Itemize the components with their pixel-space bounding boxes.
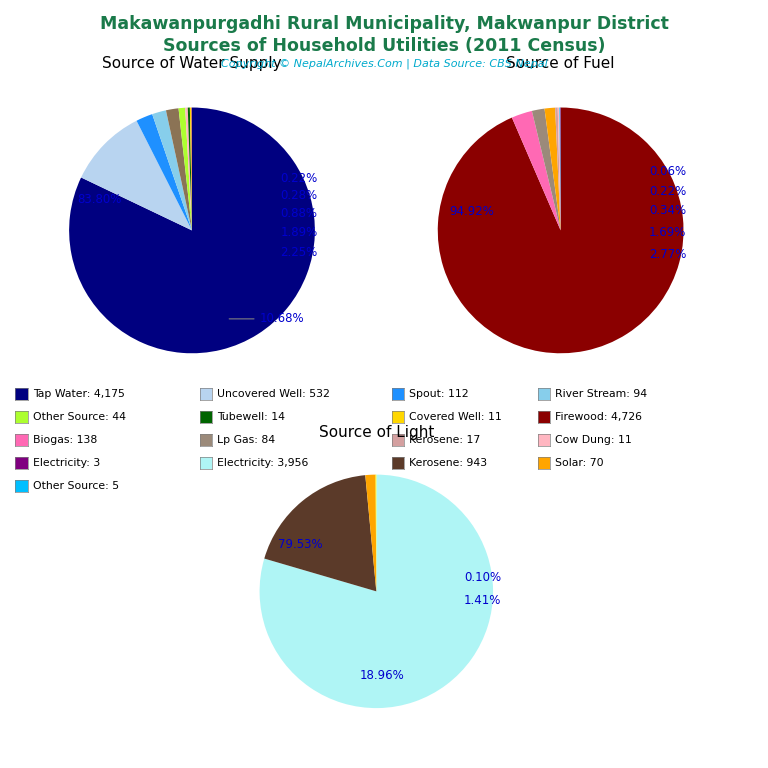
Text: Sources of Household Utilities (2011 Census): Sources of Household Utilities (2011 Cen… <box>163 37 605 55</box>
Text: Other Source: 44: Other Source: 44 <box>33 412 126 422</box>
Text: Covered Well: 11: Covered Well: 11 <box>409 412 502 422</box>
Wedge shape <box>69 108 315 353</box>
Wedge shape <box>545 108 561 230</box>
Text: Copyright © NepalArchives.Com | Data Source: CBS Nepal: Copyright © NepalArchives.Com | Data Sou… <box>220 58 548 69</box>
Text: 0.22%: 0.22% <box>280 172 318 185</box>
Text: 0.22%: 0.22% <box>649 184 687 197</box>
Text: 2.25%: 2.25% <box>280 246 318 259</box>
Text: Electricity: 3,956: Electricity: 3,956 <box>217 458 309 468</box>
Text: 0.10%: 0.10% <box>464 571 501 584</box>
Text: 79.53%: 79.53% <box>278 538 323 551</box>
Wedge shape <box>260 475 493 708</box>
Text: 10.68%: 10.68% <box>229 313 304 326</box>
Wedge shape <box>190 108 192 230</box>
Wedge shape <box>559 108 561 230</box>
Text: Solar: 70: Solar: 70 <box>555 458 604 468</box>
Text: Spout: 112: Spout: 112 <box>409 389 469 399</box>
Text: River Stream: 94: River Stream: 94 <box>555 389 647 399</box>
Title: Source of Light: Source of Light <box>319 425 434 440</box>
Text: 1.69%: 1.69% <box>649 227 687 240</box>
Wedge shape <box>185 108 192 230</box>
Text: 83.80%: 83.80% <box>78 194 122 206</box>
Wedge shape <box>512 111 561 230</box>
Text: Electricity: 3: Electricity: 3 <box>33 458 101 468</box>
Wedge shape <box>438 108 684 353</box>
Wedge shape <box>264 475 376 591</box>
Text: Biogas: 138: Biogas: 138 <box>33 435 98 445</box>
Wedge shape <box>558 108 561 230</box>
Text: Cow Dung: 11: Cow Dung: 11 <box>555 435 632 445</box>
Text: 1.89%: 1.89% <box>280 227 318 240</box>
Text: Tubewell: 14: Tubewell: 14 <box>217 412 286 422</box>
Text: Firewood: 4,726: Firewood: 4,726 <box>555 412 642 422</box>
Text: 94.92%: 94.92% <box>450 206 495 218</box>
Text: 2.77%: 2.77% <box>649 249 687 261</box>
Wedge shape <box>166 108 192 230</box>
Wedge shape <box>81 121 192 230</box>
Text: Kerosene: 17: Kerosene: 17 <box>409 435 481 445</box>
Wedge shape <box>187 108 192 230</box>
Text: 1.41%: 1.41% <box>464 594 502 607</box>
Text: Lp Gas: 84: Lp Gas: 84 <box>217 435 276 445</box>
Text: Uncovered Well: 532: Uncovered Well: 532 <box>217 389 330 399</box>
Text: 0.88%: 0.88% <box>280 207 317 220</box>
Text: 0.28%: 0.28% <box>280 190 318 203</box>
Wedge shape <box>532 108 561 230</box>
Text: Other Source: 5: Other Source: 5 <box>33 481 119 492</box>
Wedge shape <box>555 108 561 230</box>
Text: 18.96%: 18.96% <box>359 669 405 682</box>
Text: Makawanpurgadhi Rural Municipality, Makwanpur District: Makawanpurgadhi Rural Municipality, Makw… <box>100 15 668 33</box>
Text: Kerosene: 943: Kerosene: 943 <box>409 458 488 468</box>
Text: 0.34%: 0.34% <box>649 204 687 217</box>
Title: Source of Fuel: Source of Fuel <box>506 57 615 71</box>
Wedge shape <box>178 108 192 230</box>
Title: Source of Water Supply: Source of Water Supply <box>102 57 282 71</box>
Text: 0.06%: 0.06% <box>649 165 687 178</box>
Wedge shape <box>366 475 376 591</box>
Text: Tap Water: 4,175: Tap Water: 4,175 <box>33 389 125 399</box>
Wedge shape <box>152 111 192 230</box>
Wedge shape <box>137 114 192 230</box>
